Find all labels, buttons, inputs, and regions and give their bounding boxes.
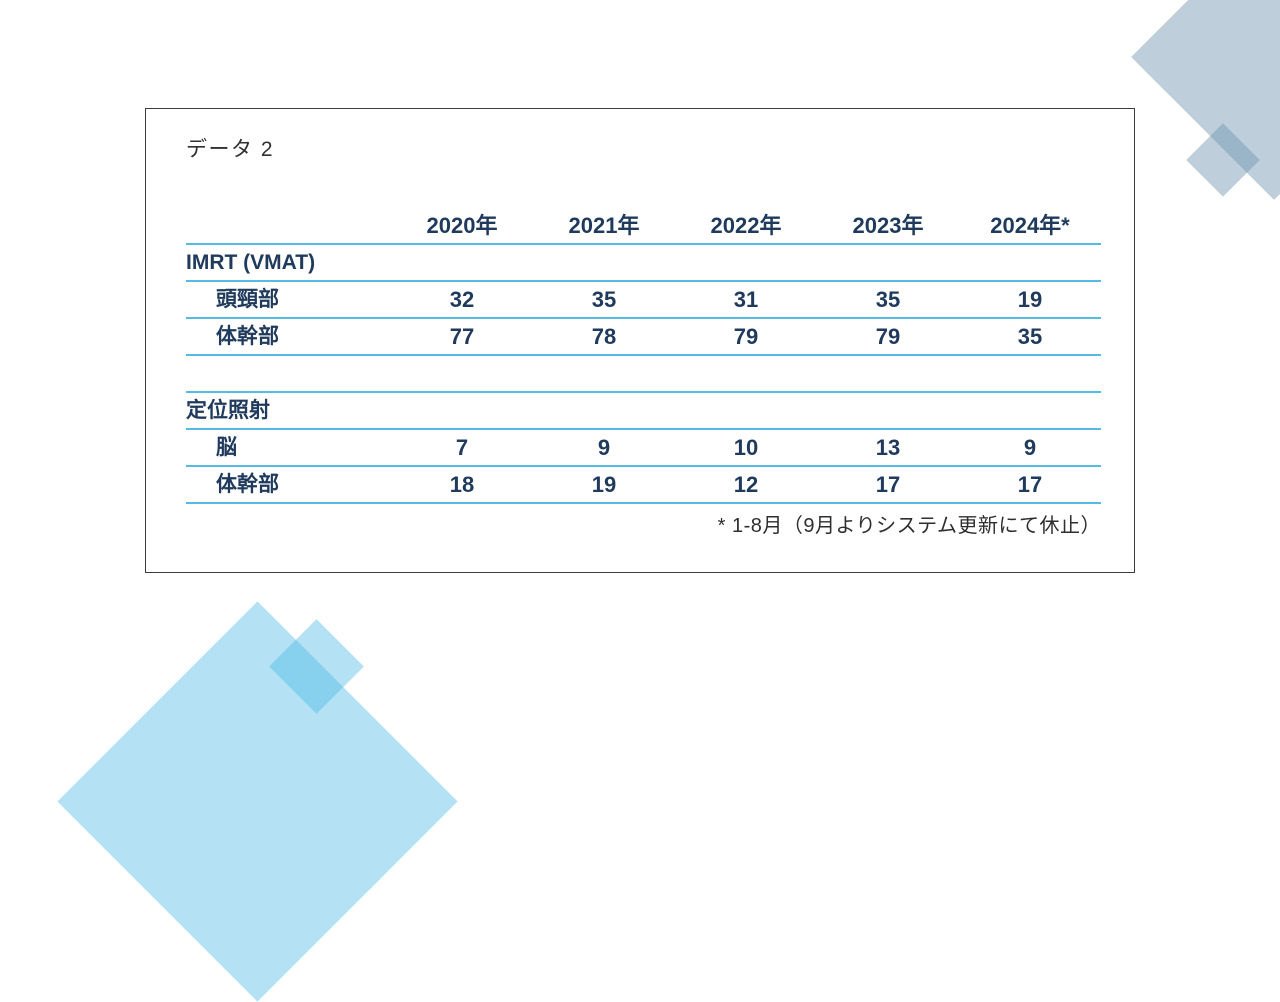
table-spacer-row — [186, 356, 1101, 393]
value-cell: 18 — [449, 472, 475, 497]
table-header-row: 2020年 2021年 2022年 2023年 2024年* — [186, 208, 1101, 245]
value-cell: 12 — [733, 472, 759, 497]
value-cell: 13 — [875, 435, 901, 460]
value-cell: 35 — [875, 287, 901, 312]
row-label: 体幹部 — [216, 473, 279, 496]
year-header-2023: 2023年 — [852, 213, 924, 238]
content-frame: データ 2 2020年 2021年 2022年 2023年 2024年* IMR… — [145, 108, 1135, 573]
value-cell: 9 — [597, 435, 611, 460]
year-header-2020: 2020年 — [426, 213, 498, 238]
year-header-2021: 2021年 — [568, 213, 640, 238]
year-header-2022: 2022年 — [710, 213, 782, 238]
section-header-label: 定位照射 — [186, 399, 270, 422]
year-header-2024: 2024年* — [990, 213, 1070, 238]
value-cell: 9 — [1023, 435, 1037, 460]
value-cell: 79 — [733, 324, 759, 349]
value-cell: 17 — [875, 472, 901, 497]
footnote: * 1-8月（9月よりシステム更新にて休止） — [717, 515, 1101, 537]
section-header-label: IMRT (VMAT) — [186, 251, 316, 274]
value-cell: 17 — [1017, 472, 1043, 497]
value-cell: 7 — [455, 435, 469, 460]
table-row-imrt-trunk: 体幹部 77 78 79 79 35 — [186, 319, 1101, 356]
decorative-diamond-bottom-left-large — [57, 601, 458, 1002]
value-cell: 35 — [1017, 324, 1043, 349]
value-cell: 32 — [449, 287, 475, 312]
section-header-imrt: IMRT (VMAT) — [186, 245, 1101, 282]
value-cell: 79 — [875, 324, 901, 349]
table-row-imrt-head-neck: 頭頸部 32 35 31 35 19 — [186, 282, 1101, 319]
table-row-stereotactic-brain: 脳 7 9 10 13 9 — [186, 430, 1101, 467]
value-cell: 35 — [591, 287, 617, 312]
value-cell: 10 — [733, 435, 759, 460]
table-row-stereotactic-trunk: 体幹部 18 19 12 17 17 — [186, 467, 1101, 504]
value-cell: 19 — [591, 472, 617, 497]
slide-canvas: { "slide": { "title": "データ 2", "footnote… — [57, 0, 1280, 1002]
section-header-stereotactic: 定位照射 — [186, 393, 1101, 430]
value-cell: 31 — [733, 287, 759, 312]
value-cell: 77 — [449, 324, 475, 349]
header-empty-cell — [186, 208, 391, 243]
row-label: 頭頸部 — [216, 288, 279, 311]
row-label: 脳 — [216, 436, 237, 459]
row-label: 体幹部 — [216, 325, 279, 348]
value-cell: 78 — [591, 324, 617, 349]
value-cell: 19 — [1017, 287, 1043, 312]
slide-title: データ 2 — [186, 138, 275, 161]
data-table: 2020年 2021年 2022年 2023年 2024年* IMRT (VMA… — [186, 208, 1101, 504]
